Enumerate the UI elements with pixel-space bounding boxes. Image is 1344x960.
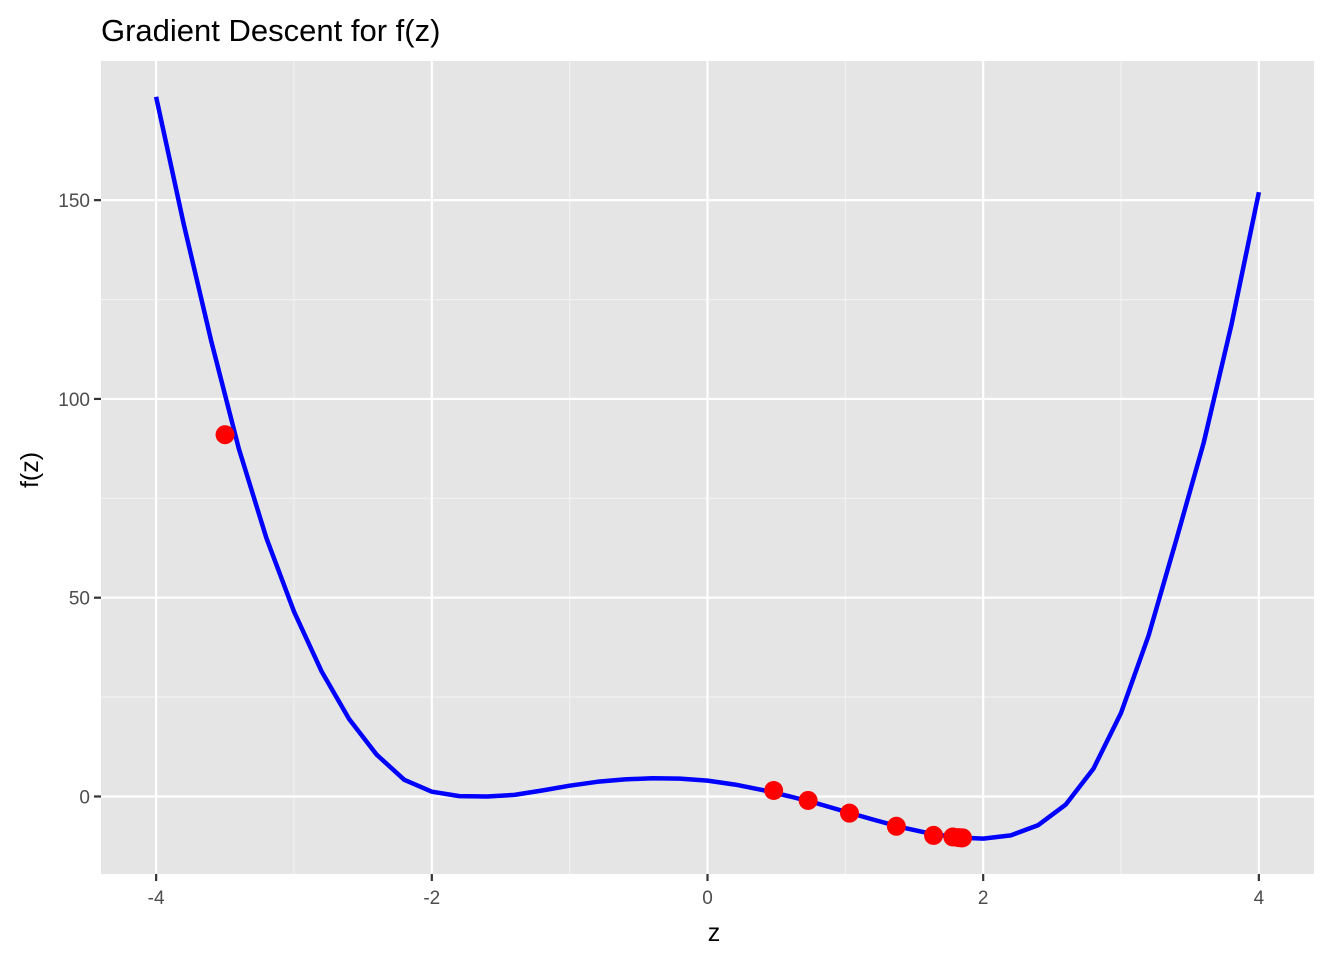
y-tick-label: 0 xyxy=(79,787,90,808)
descent-point xyxy=(839,803,859,823)
x-tick-label: 4 xyxy=(1254,888,1265,909)
x-tick-label: 2 xyxy=(978,888,989,909)
descent-point xyxy=(953,828,973,848)
series-line-fz xyxy=(153,96,1262,841)
y-tick-label: 100 xyxy=(58,390,90,411)
y-axis-title: f(z) xyxy=(16,452,44,488)
curve-layer xyxy=(153,96,1262,841)
descent-point xyxy=(886,816,906,836)
chart-title: Gradient Descent for f(z) xyxy=(101,13,440,48)
x-tick-label: 0 xyxy=(702,888,713,909)
y-tick-label: 50 xyxy=(69,589,90,610)
descent-point xyxy=(215,425,235,445)
y-tick-label: 150 xyxy=(58,191,90,212)
points-layer xyxy=(215,425,973,848)
descent-point xyxy=(924,825,944,845)
descent-point xyxy=(764,781,784,801)
y-axis: 0 50 100 150 xyxy=(58,191,101,808)
grid-major xyxy=(101,61,1314,874)
descent-point xyxy=(798,790,818,810)
x-axis: -4 -2 0 2 4 xyxy=(148,874,1265,909)
x-tick-label: -4 xyxy=(148,888,165,909)
x-tick-label: -2 xyxy=(423,888,440,909)
x-axis-title: z xyxy=(708,919,721,947)
